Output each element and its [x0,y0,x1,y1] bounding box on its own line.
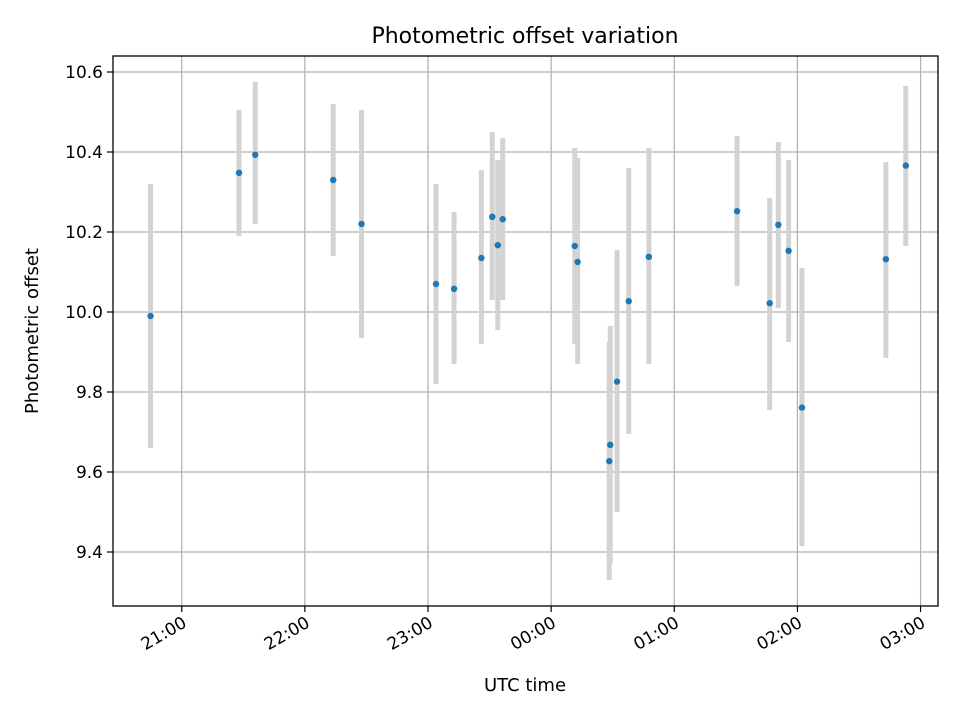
y-axis-label: Photometric offset [22,248,43,414]
y-tick-label: 10.4 [65,143,103,163]
data-point [252,151,259,158]
plot-frame [112,55,939,607]
data-point [902,162,909,169]
data-point [785,247,792,254]
y-tick-label: 9.4 [76,543,103,563]
data-point [766,300,773,307]
data-point [450,285,458,292]
y-tick-label: 9.6 [76,463,103,483]
data-point [606,458,613,465]
data-point [432,280,440,288]
x-axis-label: UTC time [484,675,566,696]
data-point [775,221,782,228]
data-point [625,298,632,305]
data-point [574,258,581,266]
data-point [478,254,485,262]
data-point [882,256,890,263]
data-point [235,169,243,176]
data-point [494,242,501,249]
data-point [499,216,506,223]
data-points [147,151,909,465]
chart-title: Photometric offset variation [371,24,678,49]
data-point [733,208,741,215]
y-tick-label: 10.0 [65,303,103,323]
data-point [607,441,614,448]
y-tick-label: 9.8 [76,383,103,403]
grid [113,56,938,606]
data-point [645,253,653,260]
data-point [798,404,806,411]
y-tick-label: 10.2 [65,223,103,243]
data-point [330,176,337,184]
y-tick-label: 10.6 [65,63,103,83]
data-point [358,220,365,228]
data-point [147,312,154,320]
data-point [571,242,578,250]
data-point [489,213,496,220]
data-point [613,378,621,385]
